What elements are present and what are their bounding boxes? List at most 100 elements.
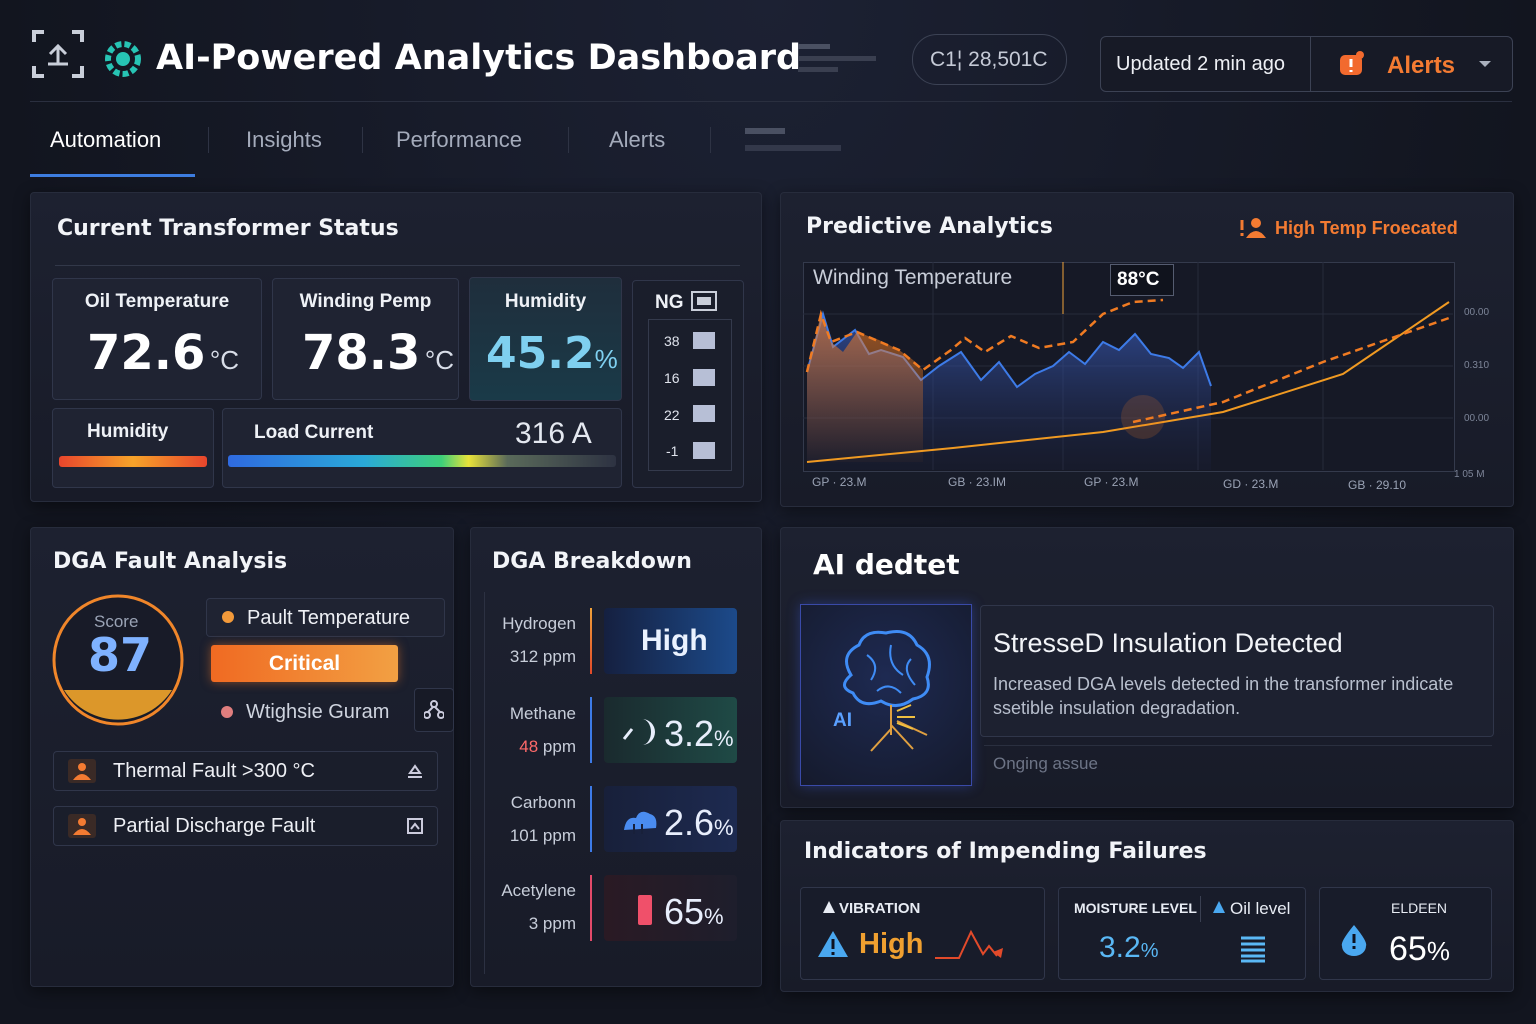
ng-level: -1 [666,443,679,459]
indicator-value: 3.2 [1099,931,1141,964]
status-text: Onging assue [993,754,1098,773]
gas-unit: ppm [542,737,576,756]
dot [222,611,234,623]
metric-unit: °C [209,345,240,375]
load-card: Load Current 316 A [222,408,622,488]
counter-pill: C1¦ 28,501C [912,34,1067,85]
brain-icon [843,630,931,752]
gas-name: Acetylene [501,881,576,900]
updated-text: Updated 2 min ago [1116,53,1286,75]
panel-title: AI dedtet [813,548,960,581]
tab-divider [208,127,209,153]
accent [590,786,592,852]
panel-title: DGA Fault Analysis [53,549,288,574]
x-label: GP · 23.M [1084,475,1139,489]
panel-title: Predictive Analytics [806,214,1053,239]
tab[interactable]: Automation [50,127,162,152]
value-box: 65% [604,875,737,941]
indicator-card: MOISTURE LEVEL Oil level 3.2% [1058,887,1306,980]
spark-icon [935,929,1003,959]
x-label: GB · 23.IM [948,475,1007,489]
gas-name: Methane [509,704,576,723]
indicator-unit: % [1426,936,1450,966]
bar-label: Load Current [254,422,374,443]
gradient-bar [228,455,616,467]
value-box: 2.6% [604,786,737,852]
ng-swatch [693,369,715,386]
tab[interactable]: Insights [246,127,322,152]
indicator-label: Oil level [1230,899,1291,918]
fault-row: Thermal Fault >300 °C [53,751,438,791]
ng-swatch [693,405,715,422]
accent [590,875,592,941]
tab-divider [362,127,363,153]
gradient-bar [59,456,207,467]
warning-icon [68,814,96,838]
bar-icon [638,895,652,925]
panel-title: Indicators of Impending Failures [804,839,1207,864]
ng-icon [691,291,717,311]
chevron [1479,61,1491,67]
warning-icon [68,759,96,783]
metric-card: Oil Temperature 72.6 °C [52,278,262,400]
ng-swatch [693,332,715,349]
metric-unit: % [594,344,618,374]
x-label: GB · 29.10 [1348,478,1407,492]
y-label: 1 05 M [1454,469,1485,480]
tab-divider [568,127,569,153]
y-label: 0.310 [1464,360,1490,371]
page-title: AI-Powered Analytics Dashboard [156,38,802,78]
ai-badge: AI [833,710,852,731]
share-button[interactable] [414,688,454,732]
gas-ppm: 3 [528,914,539,933]
critical-label: Critical [268,652,341,675]
panel-title: Current Transformer Status [57,216,399,241]
critical-badge[interactable]: Critical [211,645,398,682]
accent [590,608,592,674]
humidity-bar-card: Humidity [52,408,214,488]
header-divider [30,101,1512,102]
tab-divider [710,127,711,153]
indicator-label: ELDEEN [1391,900,1448,916]
alerts-dropdown[interactable]: Alerts [1310,37,1512,91]
metric-label: Oil Temperature [84,291,230,312]
row-icon [408,764,422,778]
menu-bars [798,44,876,72]
tab-placeholder [745,128,785,134]
ng-level: 22 [664,407,680,423]
tri-icon [823,901,835,913]
insight-card: StresseD Insulation Detected Increased D… [980,605,1494,737]
alerts-label: Alerts [1387,52,1456,79]
counter-text: C1¦ 28,501C [930,48,1048,71]
marker-label: 88°C [1117,269,1160,290]
y-label: 00.00 [1464,413,1490,424]
metric-value: 72.6 [87,325,206,381]
fault-item: Wtighsie Guram [206,693,412,730]
tab[interactable]: Performance [396,127,522,152]
indicator-label: VIBRATION [839,900,921,917]
ng-swatch [693,442,715,459]
level-box: High [604,608,737,674]
gas-name: Carbonn [510,793,576,812]
oil-icon [1241,936,1265,963]
x-label: GP · 23.M [812,475,867,489]
indicator-label: MOISTURE LEVEL [1074,900,1197,916]
ng-list: 38 16 22 -1 [648,319,732,471]
brain-card: AI [800,604,972,786]
indicator-value: High [859,928,924,960]
load-unit: A [571,417,592,450]
panel-divider [55,265,740,266]
gas-unit: ppm [542,647,576,666]
indicator-value: 65 [1389,930,1427,968]
tab[interactable]: Alerts [609,127,666,152]
indicator-card: VIBRATION High [800,887,1045,980]
metric-unit: °C [424,345,455,375]
alert-icon [1340,51,1364,75]
gas-ppm: 312 [509,647,539,666]
gas-ppm: 48 [519,737,539,756]
share-icon [424,700,444,719]
metric-value: 45.2 [486,328,595,379]
metric-card: Winding Pemp 78.3 °C [272,278,459,400]
dot [221,706,233,718]
